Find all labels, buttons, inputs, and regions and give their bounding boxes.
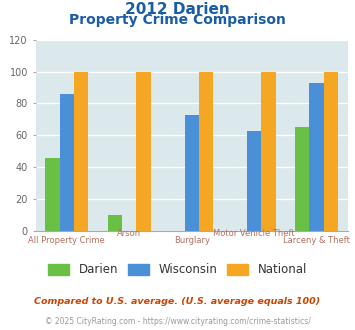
Text: Larceny & Theft: Larceny & Theft (283, 236, 350, 245)
Text: Burglary: Burglary (174, 236, 210, 245)
Bar (136, 72, 151, 231)
Bar (108, 215, 122, 231)
Bar (247, 131, 261, 231)
Bar (45, 158, 60, 231)
Bar (295, 127, 310, 231)
Text: Property Crime Comparison: Property Crime Comparison (69, 13, 286, 27)
Text: Compared to U.S. average. (U.S. average equals 100): Compared to U.S. average. (U.S. average … (34, 297, 321, 306)
Legend: Darien, Wisconsin, National: Darien, Wisconsin, National (48, 263, 307, 276)
Text: Motor Vehicle Theft: Motor Vehicle Theft (213, 229, 295, 238)
Text: 2012 Darien: 2012 Darien (125, 2, 230, 16)
Bar (324, 72, 338, 231)
Bar (199, 72, 213, 231)
Bar (185, 115, 199, 231)
Text: Arson: Arson (117, 229, 141, 238)
Bar (310, 83, 324, 231)
Bar (60, 94, 74, 231)
Bar (261, 72, 276, 231)
Text: All Property Crime: All Property Crime (28, 236, 105, 245)
Text: © 2025 CityRating.com - https://www.cityrating.com/crime-statistics/: © 2025 CityRating.com - https://www.city… (45, 317, 310, 326)
Bar (74, 72, 88, 231)
